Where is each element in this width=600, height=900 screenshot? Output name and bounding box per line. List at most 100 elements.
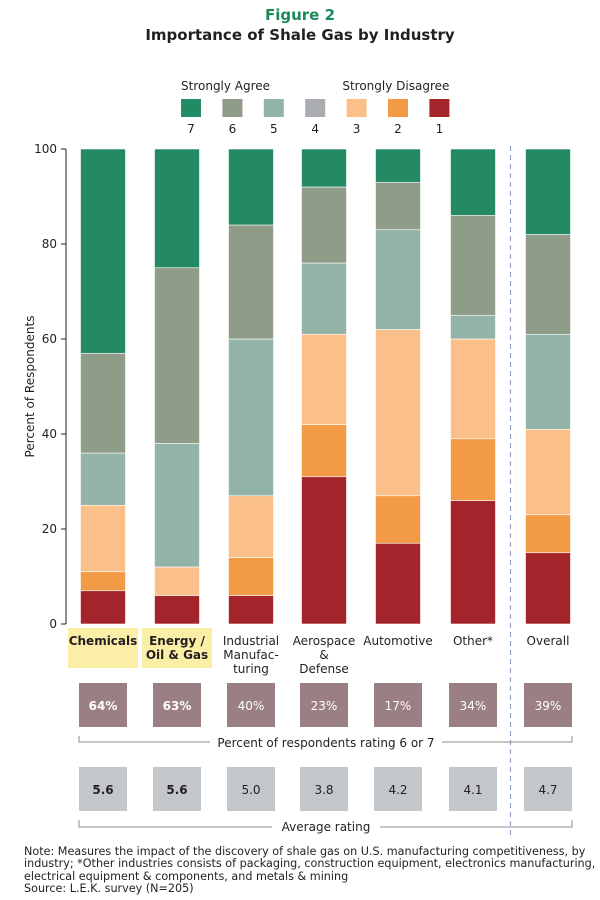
legend-swatch [429, 99, 450, 117]
top-box-value: 40% [238, 699, 265, 713]
legend-caption-left: Strongly Agree [181, 79, 270, 93]
bar-segment [154, 148, 200, 269]
category-label: Overall [527, 634, 570, 648]
top-box-cell [79, 683, 127, 727]
y-tick-label: 20 [42, 522, 57, 536]
y-tick-label: 100 [34, 142, 57, 156]
legend-caption-right: Strongly Disagree [342, 79, 449, 93]
top-box-cell [449, 683, 497, 727]
top-box-value: 39% [535, 699, 562, 713]
legend-label: 2 [394, 122, 402, 136]
y-tick-label: 40 [42, 427, 57, 441]
category-label: Industrial [223, 634, 279, 648]
stacked-bar-chart: Strongly Agree Strongly Disagree 7 6 5 4 3 2 1 0 2… [23, 79, 573, 838]
average-cell [449, 767, 497, 811]
bar-segment [301, 424, 347, 478]
top-box-cell [374, 683, 422, 727]
average-caption: Average rating [282, 820, 371, 834]
category-label: Aerospace [293, 634, 356, 648]
bar-segment [450, 338, 496, 440]
legend-swatch [263, 99, 284, 117]
y-tick-label: 0 [49, 617, 57, 631]
bar-segment [450, 438, 496, 501]
chart-title: Importance of Shale Gas by Industry [145, 26, 455, 44]
bar-segment [228, 557, 274, 596]
average-value: 4.1 [463, 783, 482, 797]
top-box-cell [227, 683, 275, 727]
bar-segment [450, 314, 496, 340]
y-tick-label: 60 [42, 332, 57, 346]
bar-segment [228, 495, 274, 558]
bar-segment [301, 333, 347, 425]
category-label: Defense [299, 662, 348, 676]
top-box-cell [524, 683, 572, 727]
y-axis-label: Percent of Respondents [23, 316, 37, 458]
bar-segment [154, 595, 200, 625]
top-box-value: 34% [460, 699, 487, 713]
category-label: Other* [453, 634, 493, 648]
top-box-cell [153, 683, 201, 727]
bar-segment [375, 181, 421, 231]
bar-segment [375, 542, 421, 625]
legend-label: 5 [270, 122, 278, 136]
legend-swatch [181, 99, 201, 117]
bar-segment [525, 428, 571, 516]
category-label: Manufac- [223, 648, 278, 662]
caption-mask [272, 819, 380, 835]
legend-label: 4 [311, 122, 319, 136]
average-cell [153, 767, 201, 811]
bar-segment [154, 443, 200, 568]
bar-segment [301, 148, 347, 188]
average-value: 5.6 [92, 783, 113, 797]
bar-segment [80, 571, 126, 592]
category-highlight [142, 628, 212, 668]
note-line: electrical equipment & components, and m… [24, 869, 349, 883]
average-cell [524, 767, 572, 811]
caption-mask [210, 735, 442, 751]
bar-segment [525, 514, 571, 554]
legend-swatch [222, 99, 243, 117]
bar-segment [375, 495, 421, 544]
bar-segment [80, 352, 126, 454]
category-highlight [68, 628, 138, 668]
average-cell [300, 767, 348, 811]
bar-segment [80, 452, 126, 506]
category-label: Chemicals [69, 634, 138, 648]
figure-label: Figure 2 [264, 6, 336, 24]
bar-segment [375, 229, 421, 330]
average-value: 4.2 [388, 783, 407, 797]
note-line: industry; *Other industries consists of … [24, 857, 596, 871]
bar-segment [80, 148, 126, 354]
bar-segment [228, 595, 274, 625]
bar-segment [450, 148, 496, 216]
category-label: Oil & Gas [146, 648, 208, 662]
average-value: 5.6 [166, 783, 187, 797]
bar-segment [450, 500, 496, 625]
legend-swatch [346, 99, 367, 117]
bar-segment [154, 267, 200, 444]
legend-label: 1 [436, 122, 444, 136]
legend-label: 3 [353, 122, 361, 136]
bar-segment [228, 224, 274, 340]
legend-label: 6 [229, 122, 237, 136]
legend-swatch [388, 99, 408, 117]
average-cell [227, 767, 275, 811]
chart-note: Note: Measures the impact of the discove… [24, 845, 596, 896]
bar-segment [525, 148, 571, 235]
top-box-value: 23% [311, 699, 338, 713]
bar-segment [80, 590, 126, 625]
bar-segment [375, 329, 421, 497]
bar-segment [80, 504, 126, 573]
category-label: Automotive [363, 634, 432, 648]
top-box-caption: Percent of respondents rating 6 or 7 [217, 736, 434, 750]
bar-segment [228, 148, 274, 226]
bar-segment [375, 148, 421, 183]
top-box-value: 63% [163, 699, 192, 713]
top-box-value: 64% [89, 699, 118, 713]
legend-swatch [305, 99, 326, 117]
bar-segment [154, 566, 200, 596]
top-box-cell [300, 683, 348, 727]
y-tick-label: 80 [42, 237, 57, 251]
category-label: turing [233, 662, 269, 676]
average-value: 3.8 [314, 783, 333, 797]
